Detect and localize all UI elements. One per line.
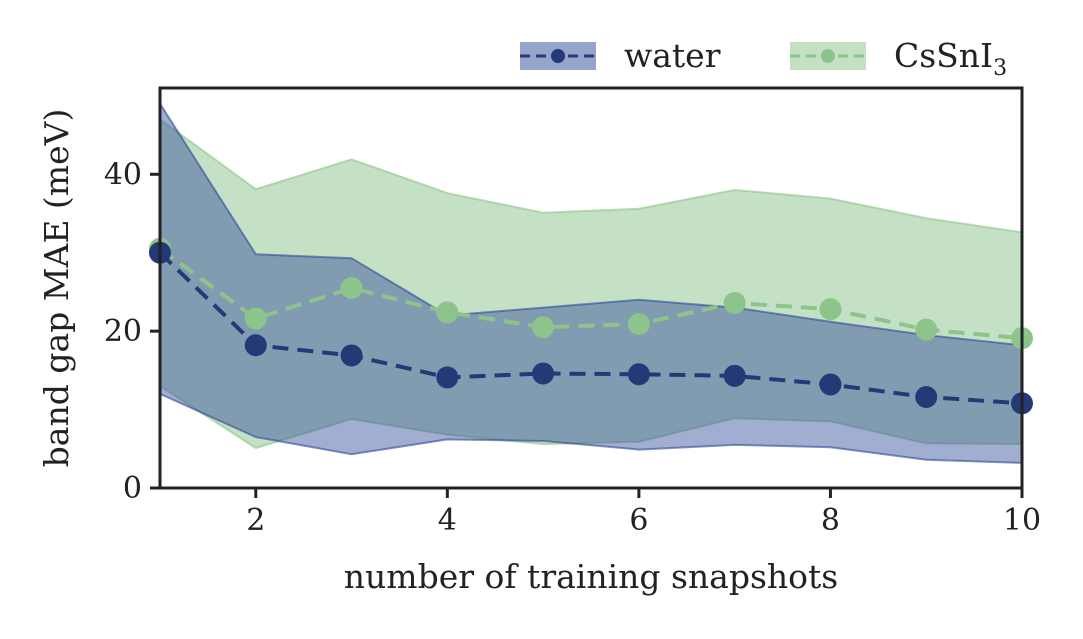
x-tick-label-10: 10 [1003,503,1041,538]
point-cssni3-8 [819,298,842,321]
legend-label-water: water [624,36,721,75]
series-line-cssni3 [158,247,1023,341]
legend-entry-water: water [520,36,721,75]
series-lines [158,247,1023,406]
x-tick-label-2: 2 [246,503,265,538]
point-cssni3-3 [340,277,363,299]
x-tick-label-8: 8 [821,503,840,538]
point-water-6 [627,363,650,386]
y-tick-label-20: 20 [104,314,142,349]
legend-marker-cssni3 [821,49,835,63]
legend-label-cssni3-subscript: 3 [993,56,1007,81]
axis-ticks: 2 4 6 8 10 0 20 40 [104,157,1041,538]
series-markers [149,237,1033,415]
point-cssni3-4 [436,301,459,324]
point-water-8 [819,373,842,396]
y-axis-label: band gap MAE (meV) [37,109,76,468]
point-cssni3-9 [915,318,938,341]
x-axis-label: number of training snapshots [344,557,838,596]
plot-frame [158,86,1024,490]
point-water-3 [340,344,363,367]
point-cssni3-7 [723,291,746,314]
point-cssni3-5 [532,316,555,339]
point-water-9 [915,386,938,409]
point-water-2 [244,334,267,357]
legend-marker-water [551,49,565,63]
confidence-bands [159,100,1023,464]
x-tick-label-4: 4 [438,503,457,538]
legend-label-cssni3-prefix: CsSnI [894,36,993,75]
legend-entry-cssni3: CsSnI3 [790,36,1007,81]
legend: water CsSnI3 [520,36,1007,81]
point-cssni3-6 [627,313,650,336]
point-water-4 [436,366,459,389]
x-tick-label-6: 6 [629,503,648,538]
legend-label-cssni3: CsSnI3 [894,36,1007,81]
y-tick-label-40: 40 [104,157,142,192]
point-water-7 [723,364,746,387]
y-tick-label-0: 0 [123,471,142,506]
series-line-water [158,251,1023,406]
point-water-5 [532,362,555,385]
point-cssni3-2 [244,307,267,330]
